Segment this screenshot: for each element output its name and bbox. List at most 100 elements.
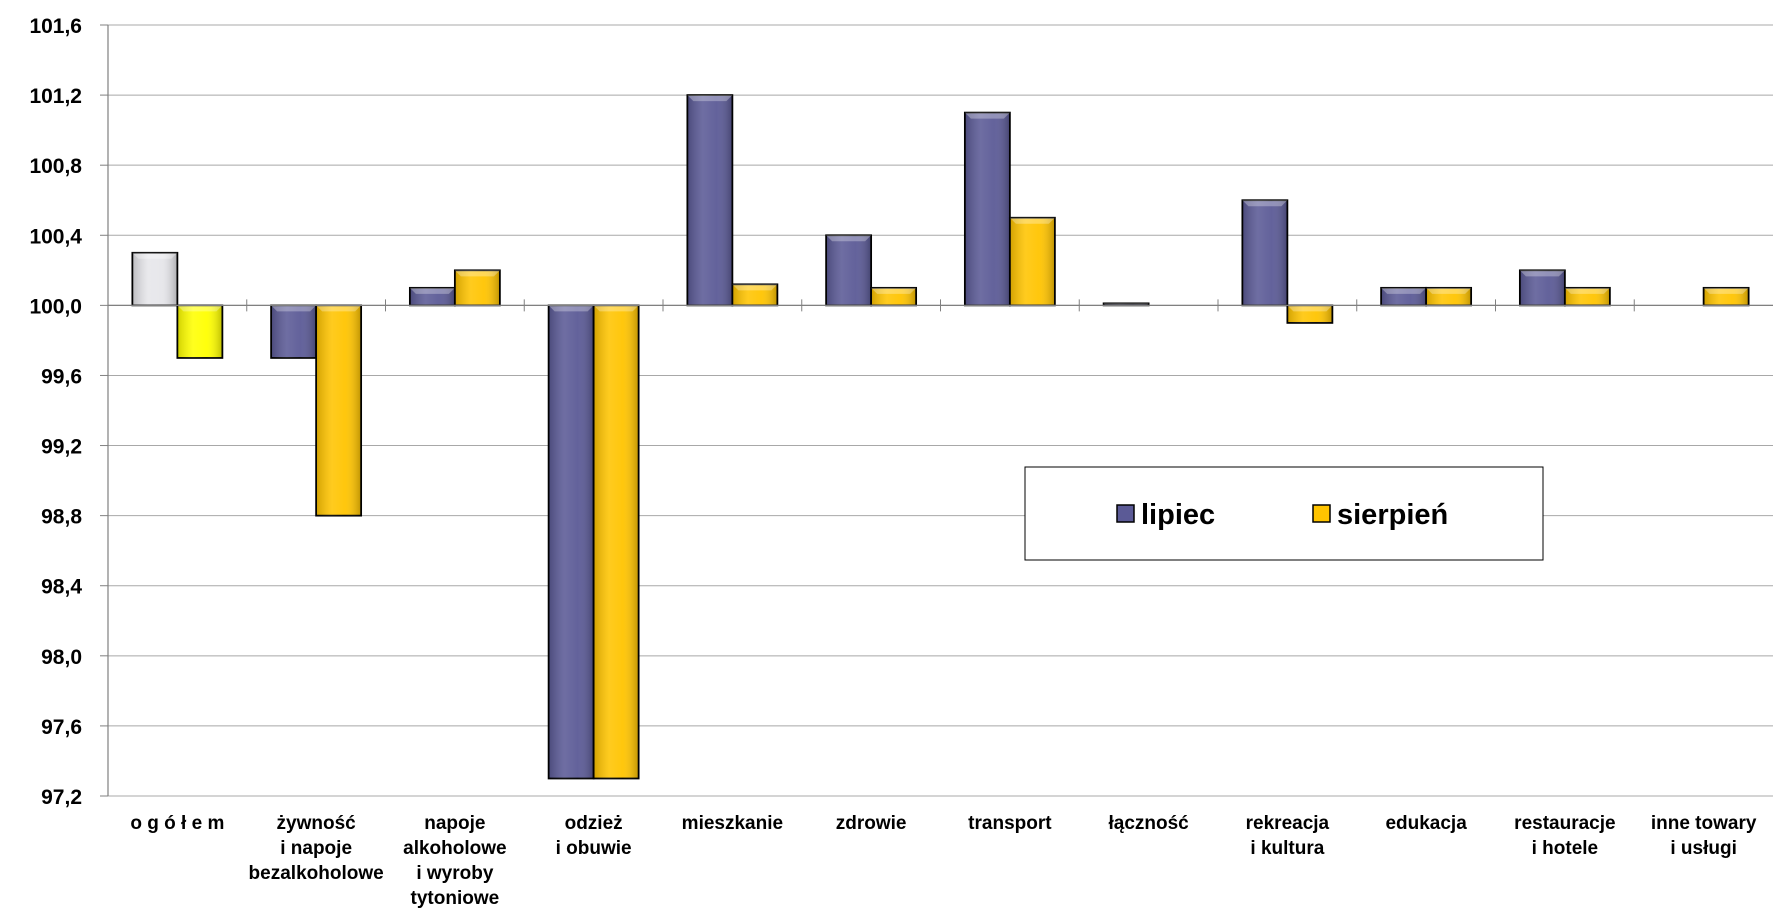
bar-shading — [1519, 270, 1565, 306]
category-label-line: mieszkanie — [682, 813, 783, 834]
bar-bevel — [409, 287, 455, 294]
y-tick-label: 101,6 — [29, 15, 82, 38]
x-axis-category-labels: o g ó ł e m żywność i napoje bezalkoholowe n… — [130, 813, 1756, 909]
category-label-line: tytoniowe — [411, 888, 500, 909]
bar-shading — [1287, 305, 1333, 323]
bar-bevel — [871, 287, 917, 294]
category-label: łączność — [1108, 813, 1189, 834]
axes — [107, 25, 1773, 796]
y-tick-label: 101,2 — [29, 85, 82, 108]
bar-bevel — [132, 252, 178, 259]
category-label-line: zdrowie — [836, 813, 907, 834]
bar-shading — [964, 112, 1010, 306]
bar-lipiec — [1241, 199, 1289, 307]
category-label: mieszkanie — [682, 813, 783, 834]
y-axis-tick-labels: 101,6 101,2 100,8 100,4 100,0 99,6 99,2 98,8 98,… — [29, 15, 82, 809]
category-label-line: transport — [968, 813, 1052, 834]
bar-sierpien — [1563, 286, 1611, 307]
bar-shading — [548, 305, 594, 779]
bar-bevel — [1703, 287, 1749, 294]
y-tick-label: 98,0 — [41, 646, 82, 669]
bar-shading — [409, 287, 455, 306]
bar-shading — [271, 305, 317, 358]
bar-sierpien — [453, 269, 501, 307]
bar-sierpien — [1008, 216, 1056, 307]
category-label: napoje alkoholowe i wyroby tytoniowe — [403, 813, 506, 909]
bar-shading — [593, 305, 639, 779]
bar-bevel — [1381, 287, 1427, 294]
legend-label-lipiec: lipiec — [1141, 499, 1215, 531]
bar-bevel — [1519, 270, 1565, 277]
bar-sierpien — [870, 286, 918, 307]
category-label: restauracje i hotele — [1514, 813, 1615, 859]
category-label-line: i kultura — [1250, 838, 1324, 859]
bar-bevel — [1426, 287, 1472, 294]
bar-bevel — [964, 112, 1010, 119]
bar-lipiec — [1518, 269, 1566, 307]
bar-bevel — [1564, 287, 1610, 294]
category-label-line: rekreacja — [1246, 813, 1330, 834]
y-tick-label: 100,4 — [29, 225, 82, 248]
bar-bevel — [1009, 217, 1055, 224]
category-label: transport — [968, 813, 1052, 834]
bar-shading — [687, 95, 733, 306]
bar-sierpien — [1425, 286, 1473, 307]
bar-lipiec — [547, 304, 595, 780]
bar-shading — [1103, 303, 1149, 306]
legend-swatch-lipiec — [1116, 504, 1135, 523]
category-label-line: alkoholowe — [403, 838, 506, 859]
bar-shading — [1009, 217, 1055, 306]
category-label-line: restauracje — [1514, 813, 1615, 834]
bar-lipiec — [686, 94, 734, 307]
y-tick-label: 100,8 — [29, 155, 82, 178]
bar-shading — [316, 305, 362, 516]
bar-sierpien — [1286, 304, 1334, 324]
category-label-line: łączność — [1108, 813, 1189, 834]
category-label-line: i hotele — [1532, 838, 1599, 859]
bar-bevel — [1242, 200, 1288, 207]
bar-bevel — [271, 305, 317, 312]
y-tick-label: 97,6 — [41, 716, 82, 739]
bar-shading — [871, 287, 917, 306]
bar-lipiec — [825, 234, 873, 307]
category-label-line: odzież — [565, 813, 623, 834]
bar-shading — [1242, 200, 1288, 306]
y-tick-label: 97,2 — [41, 786, 82, 809]
bar-shading — [826, 235, 872, 306]
category-label: rekreacja i kultura — [1246, 813, 1330, 859]
bar-shading — [1381, 287, 1427, 306]
bar-bevel — [687, 95, 733, 102]
bar-lipiec — [1380, 286, 1428, 307]
bar-lipiec — [408, 286, 456, 307]
category-label-line: edukacja — [1385, 813, 1467, 834]
category-label: edukacja — [1385, 813, 1467, 834]
bars — [131, 94, 1750, 780]
category-label-line: żywność — [277, 813, 357, 834]
bar-shading — [454, 270, 500, 306]
category-label-line: i wyroby — [416, 863, 494, 884]
category-label-line: bezalkoholowe — [249, 863, 384, 884]
legend-label-sierpien: sierpień — [1337, 499, 1448, 531]
bar-sierpien — [315, 304, 363, 517]
y-tick-label: 99,2 — [41, 436, 82, 459]
bar-sierpien — [731, 283, 779, 307]
bar-bevel — [548, 305, 594, 312]
category-label: inne towary i usługi — [1651, 813, 1757, 859]
y-tick-label: 100,0 — [29, 295, 82, 318]
y-tick-label: 98,8 — [41, 506, 82, 529]
category-label-line: inne towary — [1651, 813, 1757, 834]
category-label-line: i obuwie — [556, 838, 632, 859]
category-label-line: napoje — [424, 813, 485, 834]
category-label: żywność i napoje bezalkoholowe — [249, 813, 384, 884]
bar-bevel — [826, 235, 872, 242]
bar-sierpien — [1702, 286, 1750, 307]
category-label-line: i usługi — [1670, 838, 1737, 859]
bar-shading — [1426, 287, 1472, 306]
legend-swatch-sierpien — [1312, 504, 1331, 523]
bar-bevel — [1287, 305, 1333, 312]
bar-lipiec — [963, 111, 1011, 307]
bar-bevel — [177, 305, 223, 312]
category-label: zdrowie — [836, 813, 907, 834]
bar-lipiec — [270, 304, 318, 359]
